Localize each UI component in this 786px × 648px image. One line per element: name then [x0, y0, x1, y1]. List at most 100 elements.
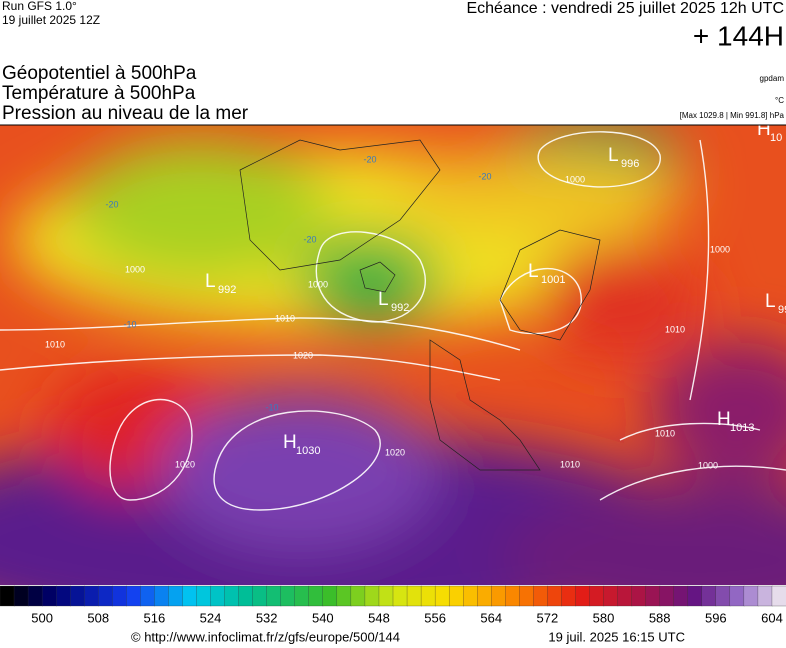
colorbar-cell: [589, 585, 605, 607]
colorbar-cell: [182, 585, 198, 607]
colorbar-cell: [70, 585, 85, 607]
colorbar-cell: [140, 585, 156, 607]
coastline: [239, 139, 601, 471]
colorbar-cell: [112, 585, 127, 607]
colorbar-cell: [519, 585, 535, 607]
isobar: [0, 317, 521, 351]
colorbar-cell: [505, 585, 520, 607]
colorbar-tick-label: 564: [480, 610, 502, 625]
colorbar-cell: [55, 585, 71, 607]
colorbar-cell: [210, 585, 226, 607]
center-value: 1013: [730, 422, 754, 434]
colorbar-cell: [336, 585, 352, 607]
unit: gpdam: [760, 74, 785, 83]
colorbar-cell: [392, 585, 408, 607]
field: Pression au niveau de la mer: [2, 103, 249, 124]
run-date: 19 juillet 2025 12Z: [2, 13, 100, 27]
isobar-label: 1000: [710, 244, 730, 254]
colorbar-cell: [41, 585, 57, 607]
colorbar-cell: [533, 585, 549, 607]
isobar: [213, 410, 381, 511]
colorbar-cell: [561, 585, 577, 607]
temperature-label: -10: [265, 402, 278, 412]
generated: 19 juil. 2025 16:15 UTC: [548, 629, 685, 644]
center-letter: H: [717, 409, 731, 430]
colorbar-cell: [547, 585, 563, 607]
colorbar-cell: [350, 585, 366, 607]
isobar-label: 1020: [175, 459, 195, 469]
isobar-label: 1010: [665, 324, 685, 334]
colorbar-cell: [224, 585, 240, 607]
center-value: 992: [391, 302, 409, 314]
colorbar-cell: [491, 585, 506, 607]
colorbar-cell: [154, 585, 170, 607]
field: Géopotentiel à 500hPa: [2, 63, 197, 84]
colorbar-tick-label: 604: [761, 610, 783, 625]
run: Run GFS 1.0°: [2, 0, 77, 13]
colorbar-cell: [743, 585, 759, 607]
colorbar-cell: [98, 585, 113, 607]
colorbar-cell: [603, 585, 619, 607]
temperature-label: -20: [303, 234, 316, 244]
colorbar-cell: [364, 585, 380, 607]
colorbar-cell: [729, 585, 745, 607]
isobar: [689, 139, 710, 401]
map: L996L992L992L1001H1030H1013H10L991010102…: [0, 119, 786, 585]
colorbar-cell: [266, 585, 282, 607]
isobar-label: 1020: [385, 447, 405, 457]
source: © http://www.infoclimat.fr/z/gfs/europe/…: [131, 629, 400, 644]
isobar-label: 1010: [45, 339, 65, 349]
colorbar-cell: [575, 585, 591, 607]
colorbar-tick-label: 516: [144, 610, 166, 625]
unit: °C: [775, 96, 784, 105]
center-letter: H: [283, 432, 297, 453]
temperature-label: -20: [478, 171, 491, 181]
colorbar-cell: [0, 585, 15, 607]
colorbar-cell: [252, 585, 268, 607]
lead-time: + 144H: [693, 20, 784, 51]
colorbar-cell: [757, 585, 773, 607]
isobar: [315, 231, 426, 323]
center-value: 992: [218, 284, 236, 296]
center-letter: L: [765, 291, 776, 312]
isobar: [0, 354, 501, 381]
colorbar-cell: [406, 585, 422, 607]
isobar-label: 1020: [293, 350, 313, 360]
echeance: Echéance : vendredi 25 juillet 2025 12h …: [466, 0, 784, 17]
colorbar-cell: [673, 585, 689, 607]
center-letter: L: [608, 145, 619, 166]
center-letter: L: [378, 289, 389, 310]
isobar: [537, 131, 661, 188]
center-letter: L: [528, 261, 539, 282]
colorbar-cell: [13, 585, 29, 607]
isobar-label: 1010: [560, 459, 580, 469]
colorbar-cell: [687, 585, 703, 607]
colorbar-tick-label: 580: [593, 610, 615, 625]
isobar-label: 1010: [655, 428, 675, 438]
field: Température à 500hPa: [2, 83, 196, 104]
colorbar-cell: [448, 585, 464, 607]
colorbar-cell: [27, 585, 43, 607]
center-value: 996: [621, 158, 639, 170]
center-letter: L: [205, 271, 216, 292]
colorbar-tick-label: 540: [312, 610, 334, 625]
isobar-label: 1010: [275, 313, 295, 323]
colorbar-cell: [294, 585, 310, 607]
colorbar-tick-label: 588: [649, 610, 671, 625]
colorbar-cell: [308, 585, 324, 607]
colorbar-tick-label: 596: [705, 610, 727, 625]
isobar: [599, 422, 786, 501]
temperature-label: -20: [105, 199, 118, 209]
colorbar-cell: [322, 585, 338, 607]
colorbar-cell: [659, 585, 675, 607]
colorbar-cell: [378, 585, 394, 607]
colorbar-cell: [196, 585, 212, 607]
colorbar-cell: [84, 585, 99, 607]
isobar-label: 1000: [565, 174, 585, 184]
colorbar-cell: [420, 585, 436, 607]
colorbar-cell: [701, 585, 717, 607]
colorbar-cell: [168, 585, 184, 607]
center-letter: H: [757, 119, 771, 140]
center-value: 1001: [541, 274, 565, 286]
